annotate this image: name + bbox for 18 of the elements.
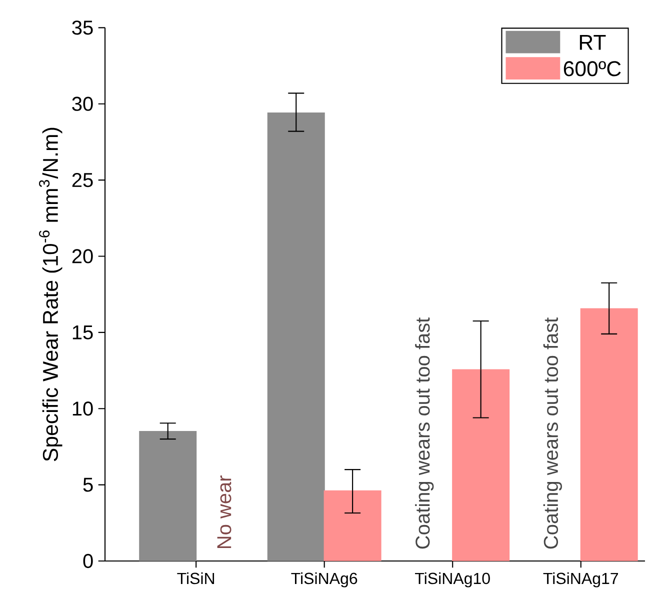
annotation: Coating wears out too fast — [415, 317, 434, 549]
legend-label: RT — [580, 35, 606, 50]
y-tick-label: 15 — [72, 325, 93, 340]
y-tick-label: 0 — [83, 554, 93, 568]
legend-label: 600ºC — [564, 61, 621, 76]
y-tick-label: 10 — [72, 402, 93, 416]
y-tick-label: 25 — [72, 172, 93, 188]
annotation: Coating wears out too fast — [543, 317, 562, 549]
y-tick-label: 20 — [72, 249, 93, 264]
y-tick-label: 35 — [72, 20, 93, 35]
x-tick-label: TiSiNAg6 — [291, 572, 358, 588]
y-tick-label: 30 — [72, 96, 93, 111]
y-tick-label: 5 — [83, 478, 93, 492]
y-axis-title: Specific Wear Rate (10$^{-6}$ mm$^{3}$/N.m) — [39, 128, 62, 462]
x-tick-label: TiSiNAg17 — [543, 572, 618, 588]
annotation: No wear — [217, 476, 232, 548]
x-tick-label: TiSiNAg10 — [415, 572, 490, 588]
x-tick-label: TiSiN — [177, 572, 214, 584]
